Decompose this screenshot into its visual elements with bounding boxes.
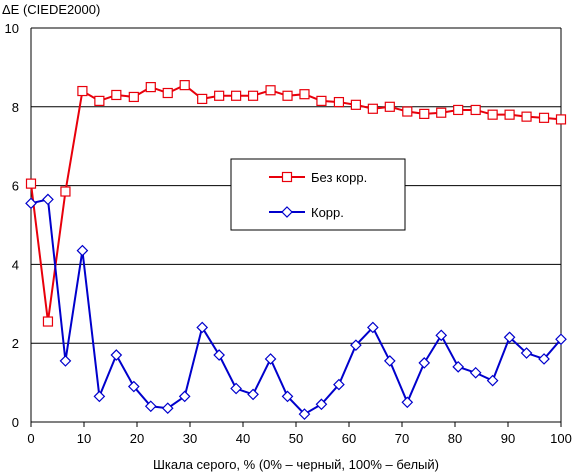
x-tick-label: 60 — [342, 431, 356, 446]
data-point — [214, 90, 225, 101]
x-tick-label: 80 — [448, 431, 462, 446]
data-point — [401, 396, 414, 409]
series-group — [25, 80, 567, 420]
x-tick-label: 50 — [289, 431, 303, 446]
x-axis-title: Шкала серого, % (0% – черный, 100% – бел… — [153, 457, 439, 472]
data-point — [419, 108, 430, 119]
y-axis-title: ΔE (CIEDE2000) — [2, 2, 100, 17]
y-tick-label: 10 — [5, 21, 19, 36]
data-point — [196, 321, 209, 334]
data-point — [504, 109, 515, 120]
data-point — [128, 91, 139, 103]
x-tick-label: 90 — [501, 431, 515, 446]
data-point — [144, 400, 157, 413]
y-tick-label: 8 — [12, 100, 19, 115]
data-point — [42, 316, 54, 327]
data-point — [402, 106, 413, 117]
data-point — [127, 380, 140, 393]
data-point — [111, 89, 122, 101]
data-point — [42, 193, 54, 206]
data-point — [25, 178, 37, 189]
data-point — [265, 85, 276, 96]
legend: Без корр. Корр. — [230, 158, 406, 231]
y-tick-labels: 0 2 4 6 8 10 — [5, 21, 19, 430]
data-point — [350, 339, 362, 352]
data-point — [555, 333, 567, 346]
legend-label: Без корр. — [311, 170, 367, 185]
data-point — [486, 374, 499, 387]
data-point — [25, 197, 37, 210]
data-point — [418, 357, 431, 369]
data-point — [521, 111, 532, 122]
data-point — [231, 90, 242, 101]
legend-label: Корр. — [311, 205, 344, 220]
x-tick-labels: 0 10 20 30 40 50 60 70 80 90 100 — [27, 422, 572, 446]
data-point — [281, 390, 294, 403]
data-point — [93, 390, 106, 403]
data-point — [555, 114, 567, 125]
data-point — [110, 349, 123, 361]
data-point — [145, 81, 156, 93]
data-point — [436, 107, 447, 118]
x-tick-label: 30 — [183, 431, 197, 446]
data-point — [264, 353, 277, 365]
data-point — [538, 353, 550, 365]
data-point — [197, 93, 208, 105]
y-tick-label: 0 — [12, 415, 19, 430]
data-point — [333, 378, 345, 391]
x-tick-label: 40 — [236, 431, 250, 446]
data-point — [367, 103, 378, 114]
legend-marker — [281, 206, 293, 218]
data-point — [94, 95, 105, 106]
data-point — [316, 95, 327, 106]
series-2 — [25, 193, 567, 420]
x-tick-label: 100 — [550, 431, 572, 446]
data-point — [178, 390, 191, 403]
data-point — [60, 186, 71, 197]
data-point — [469, 366, 482, 379]
data-point — [487, 109, 498, 120]
y-tick-label: 6 — [12, 179, 19, 194]
data-point — [333, 96, 345, 108]
data-point — [453, 104, 464, 116]
data-point — [247, 90, 259, 101]
x-tick-label: 10 — [77, 431, 91, 446]
y-tick-label: 2 — [12, 336, 19, 351]
y-tick-label: 4 — [12, 257, 19, 272]
data-point — [162, 87, 173, 99]
legend-box — [230, 158, 406, 231]
data-point — [350, 99, 361, 110]
series-1 — [25, 80, 567, 327]
data-point — [503, 331, 516, 344]
data-point — [161, 402, 174, 415]
x-tick-label: 70 — [395, 431, 409, 446]
data-point — [76, 244, 89, 257]
data-point — [315, 398, 328, 411]
series-line — [30, 198, 562, 416]
data-point — [538, 112, 550, 123]
data-point — [384, 101, 395, 112]
data-point — [179, 80, 190, 91]
data-point — [367, 321, 379, 334]
data-point — [77, 85, 88, 97]
data-point — [520, 347, 533, 359]
legend-marker — [281, 171, 293, 183]
data-point — [470, 104, 481, 116]
data-point — [383, 355, 396, 367]
data-point — [213, 349, 225, 361]
data-point — [435, 329, 448, 342]
data-point — [282, 90, 293, 101]
data-point — [59, 355, 72, 367]
data-point — [230, 382, 242, 395]
data-point — [298, 408, 311, 420]
x-tick-label: 20 — [130, 431, 144, 446]
data-point — [452, 360, 465, 373]
data-point — [247, 388, 259, 401]
data-point — [299, 89, 310, 100]
x-tick-label: 0 — [27, 431, 34, 446]
